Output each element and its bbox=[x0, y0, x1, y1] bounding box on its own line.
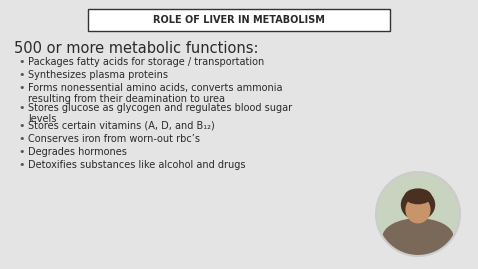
Ellipse shape bbox=[376, 172, 460, 256]
Text: Conserves iron from worn-out rbc’s: Conserves iron from worn-out rbc’s bbox=[28, 134, 200, 144]
Text: •: • bbox=[18, 83, 24, 93]
Text: 500 or more metabolic functions:: 500 or more metabolic functions: bbox=[14, 41, 259, 56]
Text: •: • bbox=[18, 57, 24, 67]
Text: •: • bbox=[18, 160, 24, 170]
Ellipse shape bbox=[405, 196, 431, 224]
Text: Stores glucose as glycogen and regulates blood sugar: Stores glucose as glycogen and regulates… bbox=[28, 103, 292, 113]
FancyBboxPatch shape bbox=[88, 9, 390, 31]
Ellipse shape bbox=[382, 218, 454, 256]
Text: •: • bbox=[18, 134, 24, 144]
Text: Detoxifies substances like alcohol and drugs: Detoxifies substances like alcohol and d… bbox=[28, 160, 246, 170]
Ellipse shape bbox=[404, 188, 432, 204]
Text: •: • bbox=[18, 147, 24, 157]
Text: •: • bbox=[18, 103, 24, 113]
Text: levels: levels bbox=[28, 114, 56, 123]
Text: Packages fatty acids for storage / transportation: Packages fatty acids for storage / trans… bbox=[28, 57, 264, 67]
Text: Stores certain vitamins (A, D, and B₁₂): Stores certain vitamins (A, D, and B₁₂) bbox=[28, 121, 215, 131]
Text: Forms nonessential amino acids, converts ammonia: Forms nonessential amino acids, converts… bbox=[28, 83, 282, 93]
Text: resulting from their deamination to urea: resulting from their deamination to urea bbox=[28, 94, 225, 104]
Ellipse shape bbox=[401, 189, 435, 221]
Text: •: • bbox=[18, 70, 24, 80]
PathPatch shape bbox=[376, 172, 460, 256]
Text: Degrades hormones: Degrades hormones bbox=[28, 147, 127, 157]
Text: Synthesizes plasma proteins: Synthesizes plasma proteins bbox=[28, 70, 168, 80]
Text: ROLE OF LIVER IN METABOLISM: ROLE OF LIVER IN METABOLISM bbox=[153, 15, 325, 25]
Text: •: • bbox=[18, 121, 24, 131]
